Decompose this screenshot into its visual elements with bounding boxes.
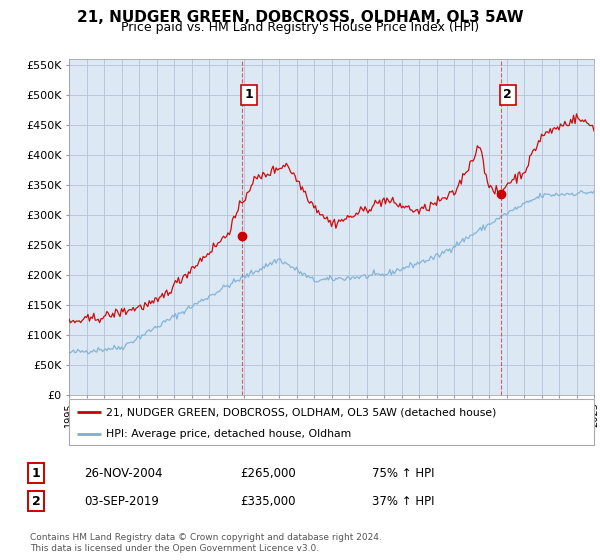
Text: £335,000: £335,000 bbox=[240, 494, 296, 508]
Text: 03-SEP-2019: 03-SEP-2019 bbox=[84, 494, 159, 508]
Text: 75% ↑ HPI: 75% ↑ HPI bbox=[372, 466, 434, 480]
Text: 37% ↑ HPI: 37% ↑ HPI bbox=[372, 494, 434, 508]
Text: 21, NUDGER GREEN, DOBCROSS, OLDHAM, OL3 5AW (detached house): 21, NUDGER GREEN, DOBCROSS, OLDHAM, OL3 … bbox=[106, 407, 496, 417]
Text: HPI: Average price, detached house, Oldham: HPI: Average price, detached house, Oldh… bbox=[106, 429, 351, 438]
Text: 2: 2 bbox=[32, 494, 40, 508]
Text: 21, NUDGER GREEN, DOBCROSS, OLDHAM, OL3 5AW: 21, NUDGER GREEN, DOBCROSS, OLDHAM, OL3 … bbox=[77, 10, 523, 25]
Text: Contains HM Land Registry data © Crown copyright and database right 2024.
This d: Contains HM Land Registry data © Crown c… bbox=[30, 533, 382, 553]
Text: 2: 2 bbox=[503, 88, 512, 101]
Text: 26-NOV-2004: 26-NOV-2004 bbox=[84, 466, 163, 480]
Text: Price paid vs. HM Land Registry's House Price Index (HPI): Price paid vs. HM Land Registry's House … bbox=[121, 21, 479, 34]
Text: £265,000: £265,000 bbox=[240, 466, 296, 480]
Text: 1: 1 bbox=[32, 466, 40, 480]
Text: 1: 1 bbox=[245, 88, 254, 101]
FancyBboxPatch shape bbox=[69, 399, 594, 445]
